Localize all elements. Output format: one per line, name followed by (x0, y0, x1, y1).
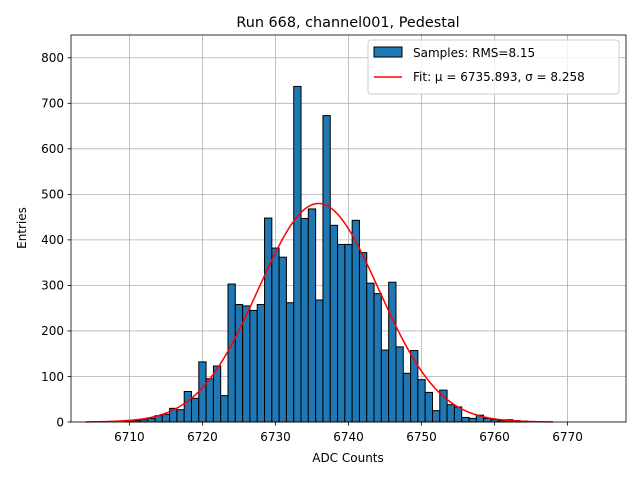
y-tick-label: 600 (41, 142, 64, 156)
histogram-bar (183, 390, 192, 423)
histogram-bar (293, 85, 302, 423)
y-axis-ticks: 0 100 200 300 400 500 600 700 800 (41, 51, 71, 429)
legend-box (367, 39, 620, 95)
histogram-bar (161, 413, 171, 423)
histogram-bar (366, 282, 375, 423)
y-tick-label: 500 (41, 188, 64, 202)
fit-curve-group (85, 202, 553, 423)
x-tick-label: 6730 (260, 430, 291, 444)
x-tick-label: 6770 (552, 430, 583, 444)
histogram-bar (256, 304, 266, 423)
histogram-bar (278, 256, 287, 423)
x-axis-ticks: 6710 6720 6730 6740 6750 6760 6770 (114, 422, 583, 444)
histogram-bar (264, 217, 273, 423)
y-tick-label: 400 (41, 233, 64, 247)
histogram-bar (234, 304, 244, 423)
y-tick-label: 300 (41, 279, 64, 293)
histogram-bar (431, 410, 441, 423)
histogram-bar (315, 299, 324, 423)
x-tick-label: 6750 (406, 430, 437, 444)
histogram-bar (212, 365, 222, 423)
y-tick-label: 100 (41, 370, 64, 384)
legend-fit-label: Fit: μ = 6735.893, σ = 8.258 (413, 70, 585, 84)
legend-samples-label: Samples: RMS=8.15 (413, 46, 535, 60)
fit-curve (85, 202, 553, 423)
histogram-bar (205, 378, 214, 423)
histogram-bar (358, 252, 368, 423)
histogram-bar (351, 219, 360, 423)
histogram-bar (271, 247, 280, 423)
histogram-bar (461, 416, 470, 423)
chart-title: Run 668, channel001, Pedestal (236, 15, 459, 31)
legend: Samples: RMS=8.15 Fit: μ = 6735.893, σ =… (367, 39, 620, 95)
histogram-bar (395, 346, 404, 423)
histogram-bar (329, 224, 339, 423)
y-tick-label: 0 (56, 415, 64, 429)
histogram-bar (380, 349, 390, 423)
histogram-bar (337, 243, 346, 423)
histogram-bar (446, 404, 455, 423)
histogram-bar (227, 283, 236, 423)
histogram-bar (220, 395, 229, 423)
y-tick-label: 800 (41, 51, 64, 65)
histogram-bar (307, 208, 317, 423)
histogram-bar (300, 217, 309, 423)
histogram-bar (147, 417, 156, 423)
histogram-bar (417, 379, 426, 423)
histogram-bar (344, 243, 353, 423)
histogram-bar (190, 397, 200, 423)
x-tick-label: 6720 (187, 430, 218, 444)
histogram-bar (242, 305, 251, 423)
x-axis-label: ADC Counts (312, 451, 384, 465)
histogram-bar (176, 409, 185, 423)
x-tick-label: 6760 (479, 430, 510, 444)
y-tick-label: 700 (41, 97, 64, 111)
histogram-bar (285, 302, 295, 423)
histogram-bar (322, 115, 331, 423)
y-axis-label: Entries (15, 207, 29, 249)
y-tick-label: 200 (41, 324, 64, 338)
x-tick-label: 6710 (114, 430, 145, 444)
histogram-bar (388, 281, 397, 423)
histogram-bar (402, 372, 412, 423)
legend-samples-swatch (373, 46, 403, 58)
histogram-bar (424, 391, 433, 423)
histogram-bar (468, 417, 477, 423)
histogram-bar (453, 406, 463, 423)
histogram-bars (125, 85, 528, 423)
histogram-bar (198, 361, 207, 423)
histogram-bar (249, 309, 258, 423)
histogram-bar (373, 293, 382, 423)
histogram-bar (483, 417, 492, 423)
x-tick-label: 6740 (333, 430, 364, 444)
